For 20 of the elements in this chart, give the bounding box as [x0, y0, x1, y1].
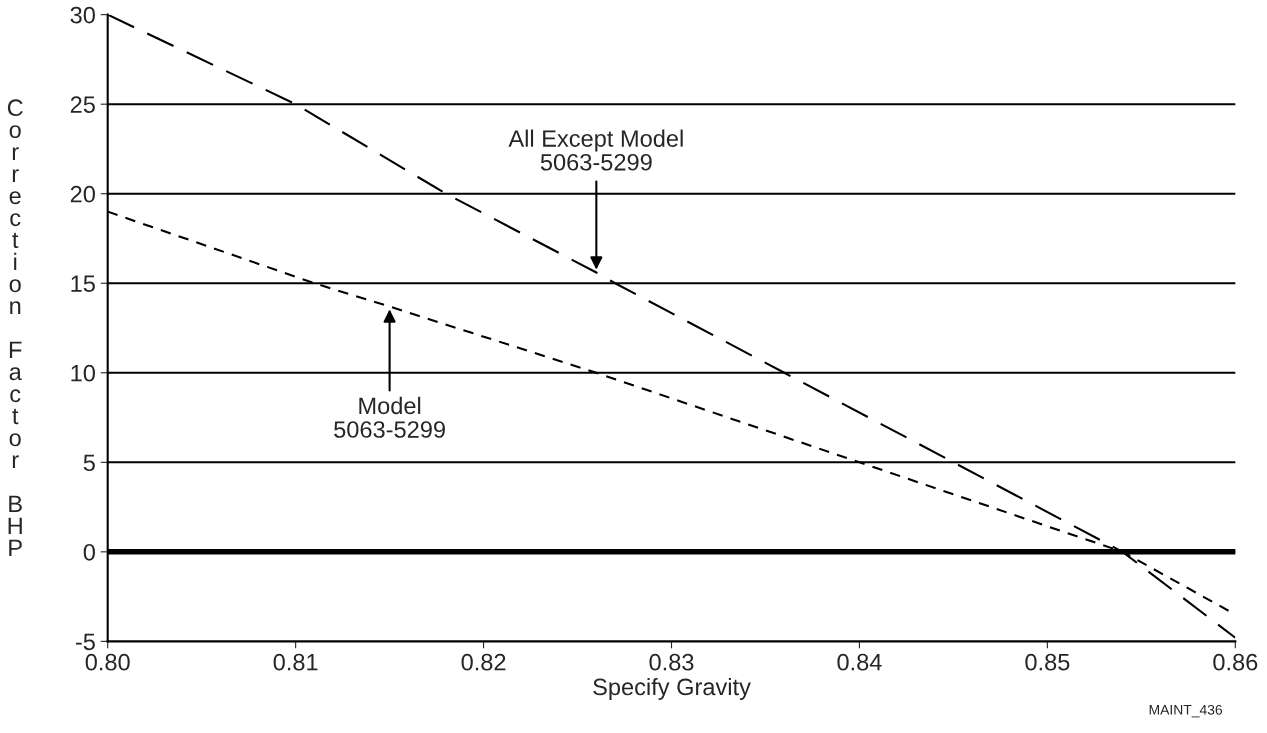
annotation: All Except Model 5063-5299 — [508, 129, 683, 171]
x-tick-label: 0.83 — [649, 653, 694, 671]
annotation: Model 5063-5299 — [334, 396, 445, 438]
y-tick-label: -5 — [75, 633, 95, 651]
y-tick-label: 25 — [70, 96, 95, 113]
x-tick-label: 0.85 — [1025, 653, 1070, 671]
y-tick-label: 30 — [70, 6, 95, 24]
y-tick-label: 10 — [71, 364, 95, 382]
x-tick-label: 0.82 — [461, 653, 506, 671]
x-tick-label: 0.81 — [273, 653, 318, 671]
y-tick-label: 15 — [71, 275, 95, 293]
x-tick-label: 0.86 — [1213, 653, 1258, 671]
x-tick-label: 0.80 — [85, 653, 130, 671]
y-tick-label: 20 — [70, 185, 95, 203]
text: MAINT_436 — [1149, 704, 1223, 718]
x-tick-label: 0.84 — [837, 653, 882, 671]
y-tick-label: 5 — [83, 454, 95, 472]
x-axis-title: Specify Gravity — [593, 677, 751, 700]
y-tick-label: 0 — [83, 543, 95, 561]
text: Correction Factor BHP — [7, 99, 23, 557]
